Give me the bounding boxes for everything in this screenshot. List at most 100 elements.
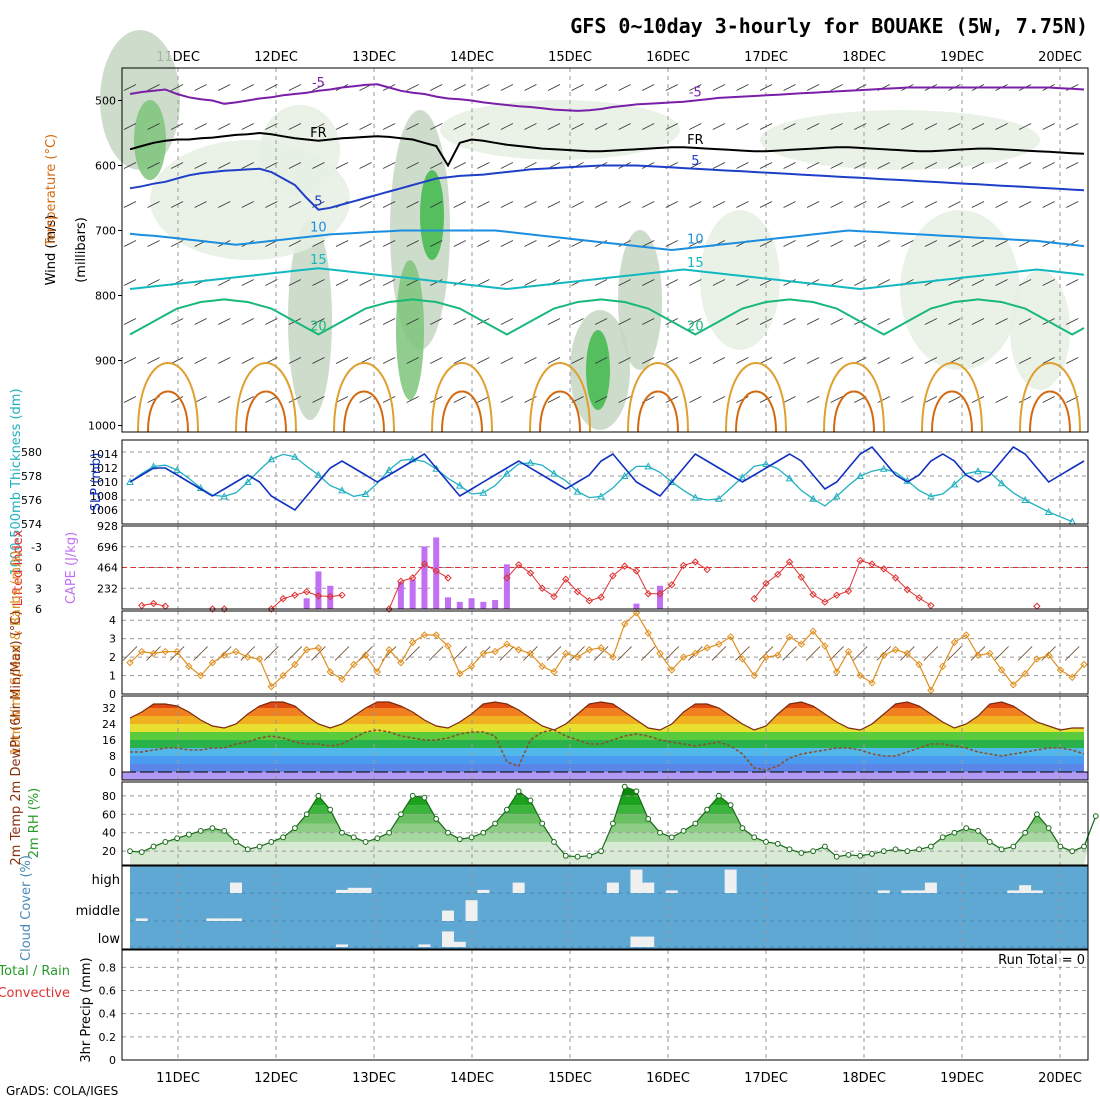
cloud-bar-middle — [230, 918, 242, 921]
precip-tick-label: 0.2 — [99, 1031, 117, 1044]
rh-point — [445, 829, 451, 836]
wind-barb — [524, 123, 537, 130]
wind-barb — [947, 646, 962, 661]
wind-barb — [147, 357, 160, 364]
date-label-bottom: 14DEC — [450, 1071, 494, 1086]
thickness-point — [385, 465, 393, 473]
rh-band — [130, 841, 1088, 865]
lifted-index-point — [585, 596, 594, 605]
wind-barb — [995, 240, 1008, 247]
thickness-tick-label: 574 — [21, 518, 42, 531]
thickness-point — [762, 459, 770, 467]
hot-contour — [441, 390, 483, 433]
wind-speed-point — [279, 671, 287, 680]
footer-credit: GrADS: COLA/IGES — [6, 1084, 118, 1098]
wind-barb — [877, 279, 890, 286]
temp-tick-label: 0 — [109, 766, 116, 779]
temperature-contour-10 — [129, 229, 1085, 252]
wind-barb — [971, 279, 985, 286]
wind-barb — [618, 201, 631, 208]
lifted-index-point — [385, 605, 393, 613]
wind-barb — [783, 240, 796, 247]
wind-barb — [1066, 240, 1079, 247]
wind-barb — [335, 162, 349, 169]
wind-barb — [123, 357, 137, 364]
wind-barb — [806, 162, 820, 169]
wind-speed-point — [797, 640, 806, 648]
wind-barb — [712, 201, 726, 208]
lifted-index-point — [397, 577, 405, 586]
temp-tick-label: 8 — [109, 750, 116, 763]
lifted-index-point — [903, 585, 912, 594]
cape-tick-label: 696 — [97, 541, 118, 554]
wind-speed-point — [126, 658, 134, 667]
wind-speed-point — [832, 668, 841, 676]
rh-point — [244, 846, 251, 853]
lifted-index-point — [668, 581, 676, 589]
contour-label: -5 — [689, 86, 702, 101]
rh-point — [527, 797, 534, 804]
wind-barb — [265, 123, 278, 130]
wind-barb — [854, 201, 867, 208]
wind-barb — [830, 84, 843, 91]
lifted-index-point — [314, 592, 323, 600]
rh-shading — [700, 210, 780, 350]
wind-barb — [382, 240, 396, 247]
rh-shading — [900, 210, 1020, 370]
rh-point — [503, 806, 510, 813]
cape-bar — [397, 582, 404, 609]
date-label-top: 14DEC — [450, 50, 494, 65]
wind-speed-point — [974, 651, 982, 659]
li-tick-label: -3 — [31, 541, 42, 554]
wind-barb — [288, 240, 302, 247]
wind-tick-label: 2 — [109, 651, 116, 664]
wind-barb — [288, 162, 302, 169]
wind-barb — [806, 318, 820, 325]
wind-barb — [406, 396, 419, 403]
wind-barb — [335, 357, 349, 364]
wind-barb — [901, 201, 914, 208]
rh-point — [774, 840, 781, 847]
wind-barb — [759, 201, 773, 208]
thickness-tick-label: 578 — [21, 470, 42, 483]
wind-barb — [830, 396, 843, 403]
wind-barb — [500, 123, 514, 130]
wind-barb — [453, 279, 466, 286]
wind-barb — [736, 318, 749, 325]
wind-barb — [194, 162, 207, 169]
lifted-index-point — [880, 565, 888, 573]
temp-tick-label: 16 — [102, 734, 116, 747]
rh-point — [315, 792, 322, 799]
wind-barb — [971, 201, 985, 208]
wind-barb — [288, 123, 302, 130]
wind-barb — [170, 396, 184, 403]
wind-barb — [689, 240, 702, 247]
cloud-level-label: high — [92, 873, 120, 888]
wind-barb — [194, 123, 207, 130]
wind-barb — [170, 162, 184, 169]
wind-speed-point — [809, 627, 817, 635]
rh-point — [963, 825, 970, 832]
wind-barb — [453, 396, 466, 403]
wind-barb — [1042, 162, 1055, 169]
wind-barb — [571, 123, 584, 130]
rh-point — [127, 848, 133, 855]
wind-barb — [430, 123, 443, 130]
wind-barb — [571, 84, 584, 91]
wind-barb — [147, 123, 160, 130]
rh-point — [515, 788, 522, 795]
wind-barb — [430, 84, 443, 91]
wind-speed-point — [385, 646, 393, 654]
wind-barb — [218, 201, 231, 208]
wind-barb — [430, 357, 443, 364]
rh-point — [291, 825, 298, 832]
temp-tick-label: 32 — [102, 702, 116, 715]
wind-speed-point — [774, 651, 782, 659]
wind-speed-point — [856, 671, 864, 680]
precip-tick-label: 0.6 — [99, 985, 117, 998]
rh-point — [280, 834, 287, 841]
lifted-index-point — [291, 591, 299, 599]
rh-point — [645, 815, 652, 822]
wind-barb — [406, 318, 419, 325]
wind-barb — [854, 279, 867, 286]
